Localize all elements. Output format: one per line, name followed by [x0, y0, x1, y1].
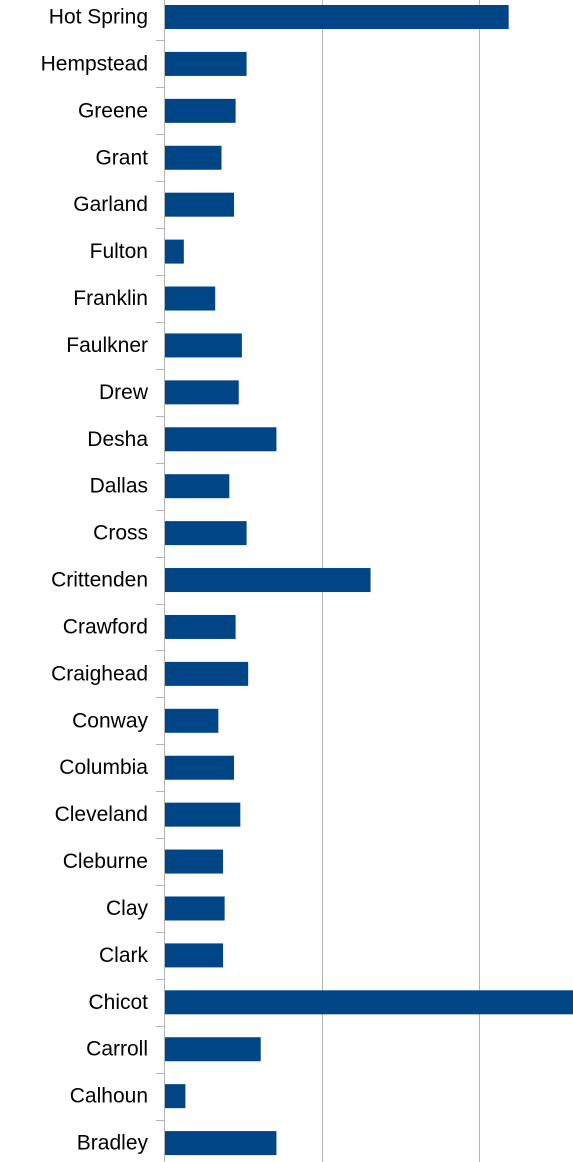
category-label: Crittenden — [51, 569, 148, 592]
category-label: Cleburne — [63, 850, 148, 873]
category-label: Desha — [87, 428, 148, 451]
bar — [165, 661, 249, 686]
category-label: Garland — [73, 193, 148, 216]
bar — [165, 192, 235, 217]
bar — [165, 51, 247, 76]
bar — [165, 614, 236, 639]
category-label: Bradley — [77, 1132, 149, 1155]
category-label: Craighead — [51, 662, 148, 685]
bar — [165, 145, 222, 170]
category-label: Clay — [106, 897, 149, 920]
bar — [165, 286, 216, 311]
bar — [165, 474, 230, 499]
category-label: Fulton — [90, 240, 148, 263]
bar — [165, 990, 573, 1015]
category-label: Drew — [99, 381, 149, 404]
bar — [165, 1037, 261, 1062]
bar — [165, 1131, 277, 1156]
bar — [165, 5, 509, 29]
category-label: Clark — [99, 944, 149, 967]
category-labels: Hot Spring Hempstead Greene Grant Garland Ful… — [41, 6, 149, 1155]
bar — [165, 943, 224, 968]
bar — [165, 1084, 186, 1109]
bar — [165, 98, 236, 123]
category-label: Franklin — [73, 287, 148, 310]
category-label: Cleveland — [55, 803, 148, 826]
category-label: Carroll — [86, 1038, 148, 1061]
category-label: Grant — [95, 146, 148, 169]
bar — [165, 239, 184, 264]
category-label: Hot Spring — [49, 6, 148, 29]
category-label: Calhoun — [70, 1085, 148, 1108]
category-label: Columbia — [59, 756, 148, 779]
category-label: Faulkner — [66, 334, 148, 357]
bar — [165, 521, 247, 546]
category-label: Dallas — [90, 475, 148, 498]
bar — [165, 380, 239, 405]
category-label: Hempstead — [41, 52, 148, 75]
category-label: Chicot — [88, 991, 148, 1014]
bar — [165, 708, 219, 733]
bar — [165, 802, 241, 827]
category-label: Conway — [72, 709, 148, 732]
bar — [165, 333, 242, 358]
category-axis — [156, 0, 165, 1162]
category-label: Crawford — [63, 615, 148, 638]
bar — [165, 896, 225, 921]
category-label: Cross — [93, 522, 148, 545]
bar — [165, 427, 277, 452]
category-label: Greene — [78, 99, 148, 122]
bar — [165, 755, 235, 780]
bar — [165, 849, 224, 874]
bars — [165, 5, 573, 1156]
bar — [165, 568, 371, 593]
